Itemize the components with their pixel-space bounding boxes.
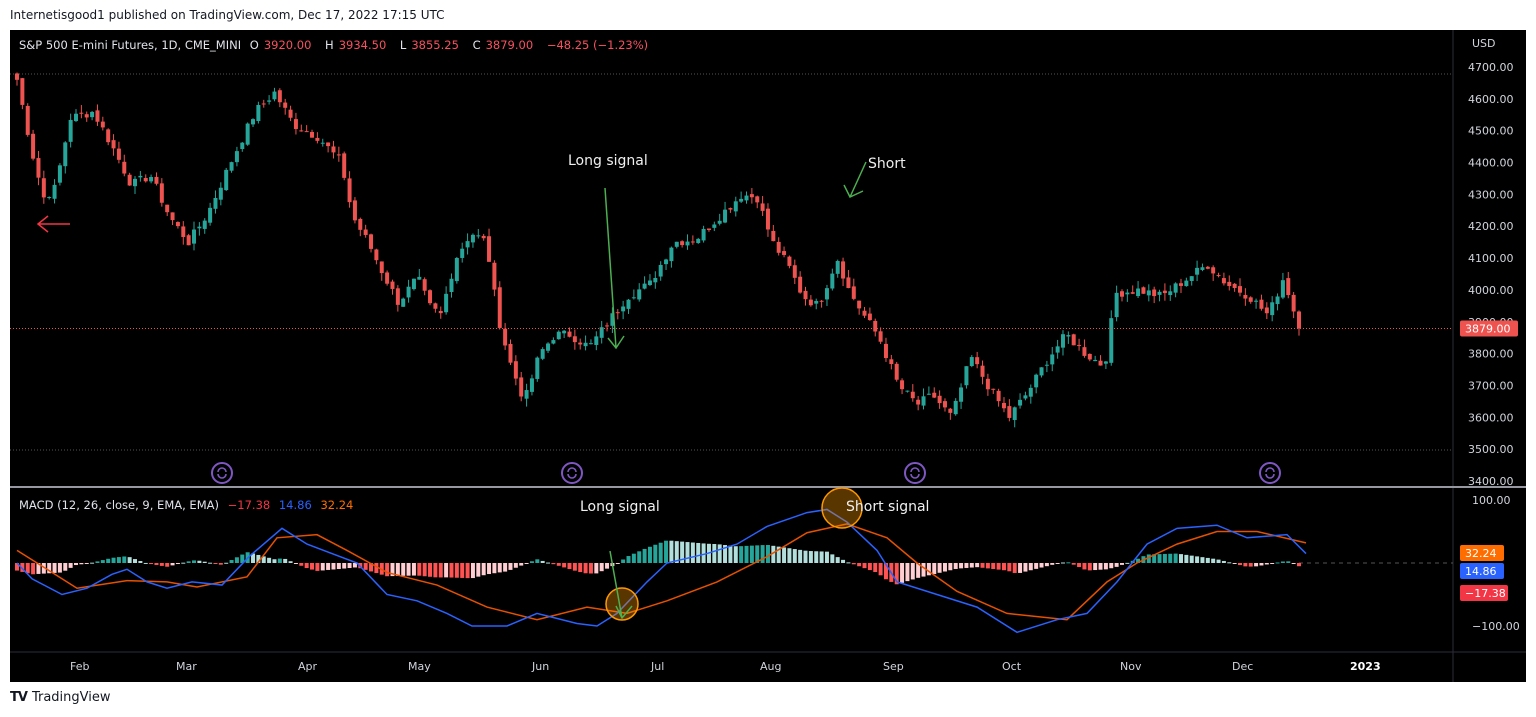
tradingview-logo-icon: TV (10, 690, 28, 705)
price-tick: 3400.00 (1468, 475, 1514, 488)
time-tick: Oct (1002, 660, 1022, 673)
macd-signal-value: 32.24 (320, 498, 354, 512)
macd-histogram-value: −17.38 (227, 498, 271, 512)
time-tick: Sep (883, 660, 904, 673)
time-tick: Mar (176, 660, 197, 673)
macd-tick: −100.00 (1472, 620, 1520, 633)
price-tick: 4000.00 (1468, 284, 1514, 297)
time-tick: Apr (298, 660, 318, 673)
price-tick: 4600.00 (1468, 93, 1514, 106)
open-label: O (249, 38, 259, 52)
short-arrow-icon (843, 161, 867, 198)
macd-line (16, 508, 1307, 634)
macd-long-annotation: Long signal (580, 499, 660, 515)
rollover-icon[interactable] (211, 462, 233, 484)
low-label: L (399, 38, 407, 52)
macd-title: MACD (12, 26, close, 9, EMA, EMA) (19, 498, 219, 512)
candlestick-series (15, 72, 1301, 428)
price-tick: 3600.00 (1468, 411, 1514, 424)
price-tick: 4400.00 (1468, 157, 1514, 170)
brand-name: TradingView (31, 690, 111, 705)
short-signal-circle (821, 487, 863, 529)
close-value: 3879.00 (485, 38, 534, 52)
time-tick: 2023 (1350, 660, 1381, 673)
svg-text:14.86: 14.86 (1465, 565, 1497, 578)
time-tick: Aug (760, 660, 781, 673)
currency-label: USD (1472, 37, 1496, 50)
macd-long-arrow-icon (609, 550, 633, 620)
svg-text:−17.38: −17.38 (1465, 587, 1506, 600)
last-price-badge (1460, 320, 1518, 337)
time-tick: Jun (531, 660, 549, 673)
long-signal-circle (605, 587, 639, 621)
macd-value-badge (1460, 585, 1508, 601)
macd-tick: 100.00 (1472, 494, 1511, 507)
symbol-title: S&P 500 E-mini Futures, 1D, CME_MINI (19, 38, 242, 52)
price-tick: 4700.00 (1468, 61, 1514, 74)
price-long-annotation: Long signal (568, 153, 648, 169)
svg-text:32.24: 32.24 (1465, 547, 1497, 560)
rollover-icon[interactable] (1259, 462, 1281, 484)
rollover-icon[interactable] (561, 462, 583, 484)
symbol-legend: S&P 500 E-mini Futures, 1D, CME_MINI O 39… (19, 38, 653, 52)
price-tick: 3700.00 (1468, 379, 1514, 392)
time-tick: May (408, 660, 431, 673)
macd-short-annotation: Short signal (846, 499, 929, 515)
macd-value-badge (1460, 545, 1504, 561)
price-tick: 4500.00 (1468, 125, 1514, 138)
footer: TV TradingView (10, 690, 110, 705)
macd-line-value: 14.86 (278, 498, 312, 512)
long-arrow-icon (604, 187, 625, 350)
time-tick: Jul (650, 660, 664, 673)
macd-legend: MACD (12, 26, close, 9, EMA, EMA) −17.38… (19, 498, 358, 512)
price-tick: 4200.00 (1468, 220, 1514, 233)
chart-frame[interactable]: USD 4700.00 4600.00 4500.00 4400.00 4300.00 42… (10, 30, 1526, 682)
price-tick: 4100.00 (1468, 252, 1514, 265)
price-tick: 4300.00 (1468, 188, 1514, 201)
macd-histogram (15, 540, 1301, 585)
close-label: C (472, 38, 481, 52)
rollover-icon[interactable] (904, 462, 926, 484)
time-tick: Dec (1232, 660, 1253, 673)
change-value: −48.25 (−1.23%) (546, 38, 649, 52)
signal-line (16, 523, 1307, 621)
time-tick: Feb (70, 660, 89, 673)
chart-canvas[interactable]: USD 4700.00 4600.00 4500.00 4400.00 4300.00 42… (10, 30, 1526, 682)
high-label: H (325, 38, 334, 52)
left-arrow-icon (36, 215, 70, 233)
macd-value-badge (1460, 563, 1504, 579)
low-value: 3855.25 (411, 38, 459, 52)
last-price-label: 3879.00 (1465, 322, 1511, 335)
high-value: 3934.50 (338, 38, 387, 52)
price-short-annotation: Short (868, 156, 906, 172)
time-tick: Nov (1120, 660, 1142, 673)
price-tick: 3500.00 (1468, 443, 1514, 456)
publish-line: Internetisgood1 published on TradingView… (10, 8, 445, 22)
price-tick: 3800.00 (1468, 348, 1514, 361)
open-value: 3920.00 (263, 38, 312, 52)
